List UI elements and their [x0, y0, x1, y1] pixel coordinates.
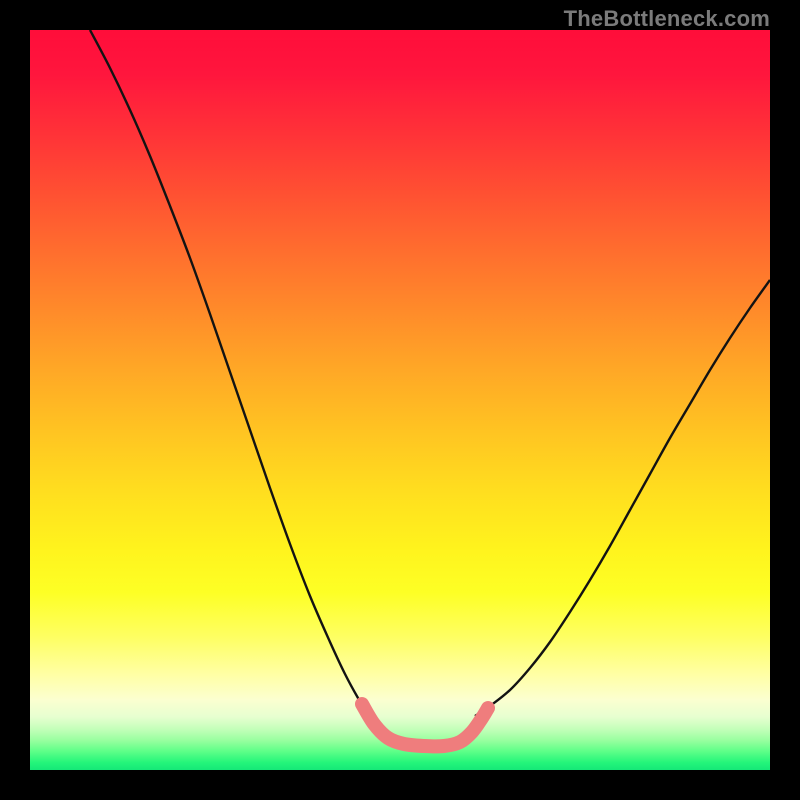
- watermark-text: TheBottleneck.com: [564, 6, 770, 32]
- right-curve: [475, 280, 770, 716]
- left-curve: [90, 30, 368, 714]
- plot-area: [30, 30, 770, 770]
- valley-marker: [362, 704, 488, 746]
- curves-layer: [30, 30, 770, 770]
